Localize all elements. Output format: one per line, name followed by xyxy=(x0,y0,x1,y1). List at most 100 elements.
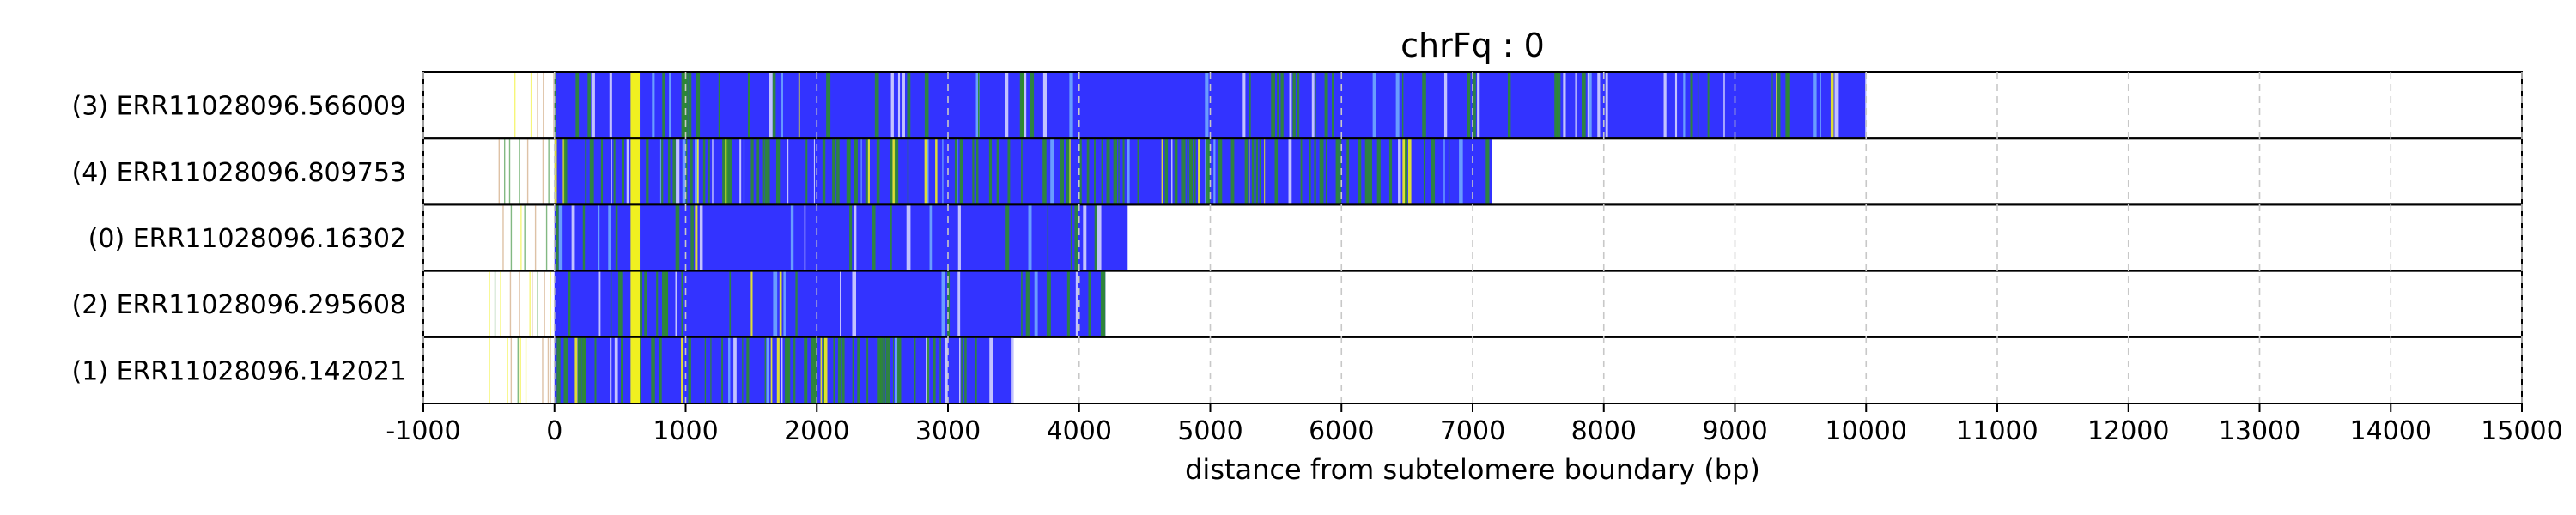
read-mark xyxy=(972,138,975,205)
read-mark xyxy=(742,336,744,403)
read-mark xyxy=(1075,270,1078,337)
x-tick-label: 4000 xyxy=(1047,416,1112,446)
read-mark xyxy=(787,138,789,205)
read-mark xyxy=(814,336,817,403)
read-mark xyxy=(1028,204,1032,271)
x-tick-label: -1000 xyxy=(386,416,460,446)
read-mark xyxy=(1094,138,1096,205)
read-mark xyxy=(659,336,662,403)
read-mark xyxy=(766,336,769,403)
read-mark xyxy=(1423,138,1426,205)
read-mark xyxy=(1556,72,1561,139)
read-mark xyxy=(621,138,625,205)
x-tick-label: 10000 xyxy=(1826,416,1907,446)
read-mark xyxy=(646,138,649,205)
read-mark xyxy=(775,138,781,205)
read-mark xyxy=(1309,138,1311,205)
x-tick-label: 2000 xyxy=(784,416,849,446)
read-mark xyxy=(1324,72,1328,139)
read-mark xyxy=(837,336,842,403)
x-tick-label: 14000 xyxy=(2350,416,2432,446)
read-mark xyxy=(1346,138,1350,205)
read-mark xyxy=(1271,72,1275,139)
read-mark xyxy=(975,138,979,205)
read-mark xyxy=(902,72,905,139)
read-mark xyxy=(823,336,828,403)
read-mark xyxy=(884,336,885,403)
read-mark xyxy=(726,138,729,205)
read-mark xyxy=(784,336,789,403)
read-mark xyxy=(773,270,778,337)
read-mark xyxy=(878,336,882,403)
read-mark xyxy=(598,270,601,337)
read-mark xyxy=(553,72,555,139)
read-mark xyxy=(1083,204,1087,271)
read-mark xyxy=(639,336,641,403)
read-mark xyxy=(1094,204,1097,271)
read-mark xyxy=(1255,138,1259,205)
read-bar xyxy=(554,72,1867,139)
read-mark xyxy=(894,138,899,205)
read-mark xyxy=(832,138,836,205)
read-mark xyxy=(686,72,688,139)
read-mark xyxy=(696,72,701,139)
read-mark xyxy=(534,204,537,271)
read-mark xyxy=(1472,72,1476,139)
read-mark xyxy=(638,270,643,337)
read-mark xyxy=(1127,138,1130,205)
read-mark xyxy=(888,336,890,403)
read-mark xyxy=(1070,204,1072,271)
read-mark xyxy=(1050,138,1054,205)
x-tick-label: 13000 xyxy=(2219,416,2300,446)
read-mark xyxy=(727,138,732,205)
read-mark xyxy=(805,138,808,205)
read-mark xyxy=(1230,138,1235,205)
read-mark xyxy=(661,270,666,337)
read-mark xyxy=(964,336,967,403)
read-mark xyxy=(589,138,594,205)
read-mark xyxy=(770,336,773,403)
read-mark xyxy=(542,336,544,403)
read-mark xyxy=(626,138,629,205)
read-mark xyxy=(1011,336,1014,403)
read-mark xyxy=(710,336,712,403)
read-mark xyxy=(849,204,853,271)
read-mark xyxy=(826,72,831,139)
read-mark xyxy=(683,72,687,139)
read-mark xyxy=(942,138,944,205)
read-mark xyxy=(958,336,961,403)
read-mark xyxy=(975,72,980,139)
read-mark xyxy=(545,204,548,271)
read-mark xyxy=(502,204,504,271)
read-mark xyxy=(1005,72,1009,139)
read-mark xyxy=(890,138,893,205)
read-mark xyxy=(935,138,938,205)
read-mark xyxy=(907,72,911,139)
read-mark xyxy=(894,336,898,403)
read-mark xyxy=(1060,138,1064,205)
read-mark xyxy=(846,138,851,205)
x-axis-label: distance from subtelomere boundary (bp) xyxy=(1185,453,1760,486)
read-mark xyxy=(652,72,655,139)
read-mark xyxy=(661,138,664,205)
read-mark xyxy=(750,138,754,205)
read-mark xyxy=(1663,72,1667,139)
read-mark xyxy=(890,204,892,271)
read-mark xyxy=(854,204,857,271)
read-mark xyxy=(822,138,826,205)
read-mark xyxy=(1554,72,1558,139)
read-mark xyxy=(558,204,563,271)
read-mark xyxy=(609,72,612,139)
read-mark xyxy=(1372,72,1376,139)
read-mark xyxy=(1188,138,1194,205)
read-mark xyxy=(1325,138,1327,205)
read-mark xyxy=(939,336,941,403)
read-mark xyxy=(1213,138,1216,205)
read-mark xyxy=(1707,72,1710,139)
read-mark xyxy=(1314,138,1316,205)
read-mark xyxy=(1364,138,1370,205)
read-mark xyxy=(1161,138,1163,205)
read-mark xyxy=(675,270,677,337)
read-mark xyxy=(1587,72,1590,139)
